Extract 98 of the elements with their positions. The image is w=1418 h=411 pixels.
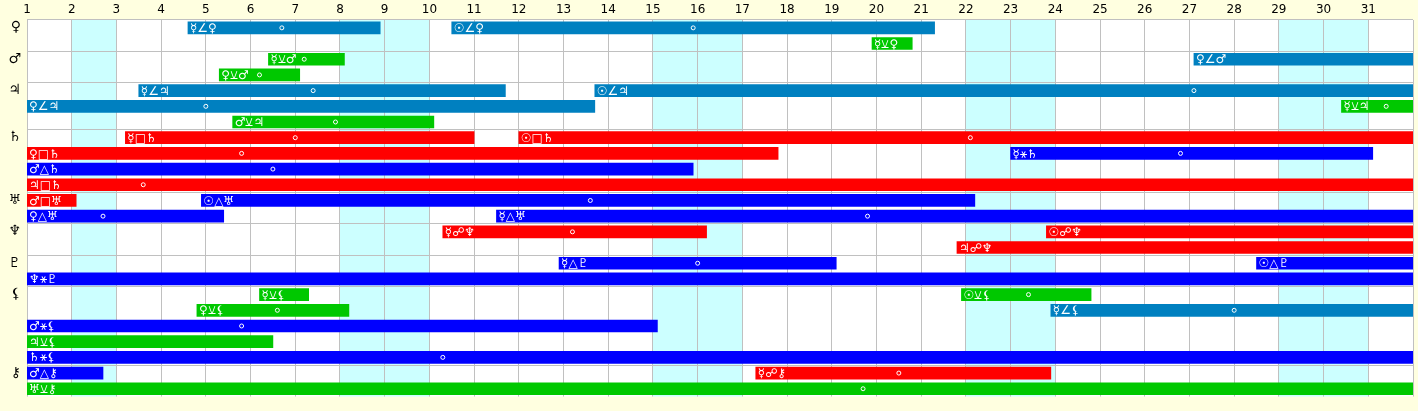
y-tick-label: ♃	[8, 81, 21, 98]
x-tick-label: 18	[779, 1, 795, 16]
data-label: ♆⚹♇	[29, 272, 58, 287]
x-tick-label: 28	[1226, 1, 1242, 16]
x-tick-label: 23	[1002, 1, 1019, 16]
bar	[442, 225, 707, 239]
data-label: ☉□♄	[520, 130, 554, 145]
bar	[594, 84, 1413, 97]
data-label: ☿□♄	[127, 130, 157, 145]
x-tick-label: 4	[157, 1, 165, 16]
x-tick-label: 7	[291, 1, 300, 16]
bar	[27, 382, 1413, 396]
data-label: ♂⚺♃	[234, 115, 265, 130]
x-tick-label: 19	[824, 1, 840, 16]
bar	[451, 21, 935, 35]
data-label: ☉☍♆	[1048, 224, 1083, 239]
y-tick-label: ♄	[8, 128, 21, 145]
data-label: ♀∠♂	[1195, 52, 1227, 67]
data-label: ♀△♅	[29, 209, 58, 224]
data-label: ☿△♇	[561, 256, 589, 271]
data-label: ♀⚺♂	[221, 68, 249, 83]
y-tick-label: ♆	[8, 222, 21, 239]
x-tick-label: 8	[336, 1, 344, 16]
x-tick-label: 12	[511, 1, 527, 16]
x-tick-label: 11	[466, 1, 482, 16]
x-tick-label: 24	[1047, 1, 1063, 16]
y-tick-label: ♀	[10, 18, 21, 35]
bar	[518, 131, 1413, 145]
x-tick-label: 31	[1360, 1, 1376, 16]
bar	[496, 209, 1413, 223]
x-tick-label: 2	[67, 1, 76, 16]
data-label: ☿∠♃	[140, 83, 170, 98]
bar	[196, 303, 350, 317]
x-tick-label: 16	[690, 1, 706, 16]
data-label: ☿⚺⚸	[261, 287, 286, 302]
x-tick-label: 9	[380, 1, 389, 16]
data-label: ☿⚺♂	[270, 52, 297, 67]
data-label: ☿△♅	[498, 209, 526, 224]
x-tick-label: 26	[1137, 1, 1153, 16]
x-tick-label: 3	[112, 1, 121, 16]
x-tick-label: 10	[421, 1, 438, 16]
data-label: ♀⚺⚸	[198, 303, 225, 318]
data-label: ♂⚹⚸	[29, 319, 56, 334]
data-label: ♀∠♃	[29, 99, 60, 114]
data-label: ☿∠♀	[189, 20, 217, 35]
data-label: ☉△♇	[1258, 256, 1290, 271]
data-label: ♄⚹⚸	[29, 350, 56, 365]
x-tick-label: 14	[600, 1, 616, 16]
x-tick-label: 13	[555, 1, 572, 16]
bar	[1050, 303, 1413, 317]
x-tick-label: 17	[734, 1, 750, 16]
data-label: ☉△♅	[203, 193, 235, 208]
data-label: ♅⚺⚷	[29, 381, 57, 396]
data-label: ☉⚺⚸	[963, 287, 991, 302]
data-label: ☿☍⚷	[757, 366, 787, 381]
bar	[1256, 256, 1413, 270]
data-label: ☿∠⚸	[1052, 303, 1080, 318]
x-tick-label: 27	[1181, 1, 1198, 16]
y-tick-label: ⚷	[10, 363, 21, 380]
data-label: ♃⚺⚸	[29, 334, 57, 349]
bar	[1193, 52, 1413, 66]
bar	[232, 115, 435, 129]
x-tick-label: 1	[23, 1, 31, 16]
bar	[755, 366, 1052, 380]
x-tick-label: 21	[913, 1, 929, 16]
bar	[27, 178, 1413, 192]
data-label: ♃☍♆	[958, 240, 993, 255]
data-label: ♂□♅	[29, 193, 62, 208]
x-tick-label: 25	[1092, 1, 1108, 16]
data-label: ♀□♄	[29, 146, 60, 161]
data-label: ☿⚺♃	[1343, 99, 1370, 114]
data-label: ☿☍♆	[444, 224, 476, 239]
data-label: ☿⚺♀	[874, 36, 899, 51]
x-tick-label: 30	[1315, 1, 1332, 16]
data-label: ♂△♄	[29, 162, 60, 177]
y-tick-label: ♂	[8, 49, 21, 66]
y-tick-label: ♅	[8, 191, 21, 208]
x-tick-label: 29	[1271, 1, 1287, 16]
x-tick-label: 5	[202, 1, 210, 16]
bar	[27, 147, 779, 160]
bar	[125, 131, 475, 145]
bar	[1046, 225, 1413, 239]
data-label: ♂△⚷	[29, 366, 58, 381]
y-tick-label: ⚸	[10, 285, 21, 302]
data-label: ☉∠♀	[453, 20, 485, 35]
bar	[956, 241, 1413, 254]
bar	[1010, 147, 1374, 160]
x-tick-label: 20	[868, 1, 885, 16]
data-label: ♃□♄	[29, 177, 62, 192]
data-label: ☿⚹♄	[1012, 146, 1038, 161]
data-label: ☉∠♃	[596, 83, 630, 98]
bar	[268, 52, 345, 66]
bar	[201, 194, 976, 207]
x-tick-label: 15	[645, 1, 661, 16]
x-tick-label: 22	[958, 1, 974, 16]
bar	[27, 335, 274, 349]
y-tick-label: ♇	[8, 253, 21, 270]
x-tick-label: 6	[246, 1, 255, 16]
